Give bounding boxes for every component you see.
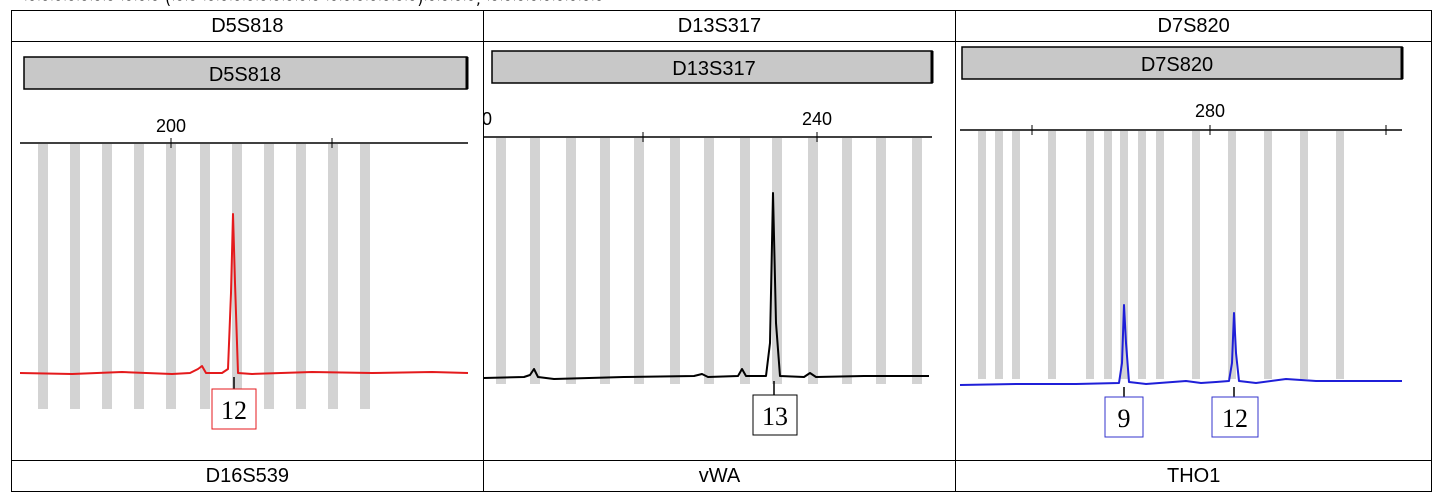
panel-name: D7S820 <box>1141 54 1213 76</box>
panel-name: D5S818 <box>209 64 281 86</box>
panel-bar <box>961 46 1404 80</box>
bottom-label-3: THO1 <box>955 460 1432 492</box>
allele-label: 13 <box>762 402 788 431</box>
bottom-label-1: D16S539 <box>11 460 484 492</box>
bin-stripes <box>38 144 370 409</box>
bin-stripes <box>495 138 922 384</box>
panel-bar <box>23 56 468 90</box>
page-caption: ~~~~~~~ ~~~ (~~ ~~~~~~~~~ ~~~~~~~)~~~~, … <box>0 0 1432 9</box>
plot-cell-1: D5S818 200 <box>11 41 484 461</box>
trace-line <box>960 304 1403 386</box>
tick-label: 200 <box>156 116 186 136</box>
allele-box <box>1104 396 1144 438</box>
electropherogram-d5s818: D5S818 200 <box>19 56 469 430</box>
electropherogram-d7s820: D7S820 280 <box>960 46 1404 438</box>
plot-cell-2: D13S317 0 240 <box>482 41 957 461</box>
plot-cell-3: D7S820 280 <box>955 41 1432 461</box>
tick-label: 0 <box>484 109 492 129</box>
bottom-label-2: vWA <box>482 460 957 492</box>
allele-label: 12 <box>1222 404 1248 433</box>
electropherogram-d13s317: D13S317 0 240 <box>483 50 934 436</box>
trace-line <box>19 213 469 375</box>
bin-stripes <box>978 131 1345 379</box>
trace-line <box>483 192 929 380</box>
allele-label: 9 <box>1118 404 1131 433</box>
allele-box <box>752 394 798 436</box>
allele-box <box>211 388 257 430</box>
top-label-3: D7S820 <box>955 10 1432 42</box>
allele-label: 12 <box>221 396 247 425</box>
panel-name: D13S317 <box>672 58 755 80</box>
top-label-2: D13S317 <box>482 10 957 42</box>
tick-label: 280 <box>1195 101 1225 121</box>
electropherogram-table: D5S818 D13S317 D7S820 D5S818 200 <box>11 10 1432 492</box>
tick-label: 240 <box>802 109 832 129</box>
top-label-1: D5S818 <box>11 10 484 42</box>
allele-box <box>1211 396 1259 438</box>
panel-bar <box>490 50 933 84</box>
